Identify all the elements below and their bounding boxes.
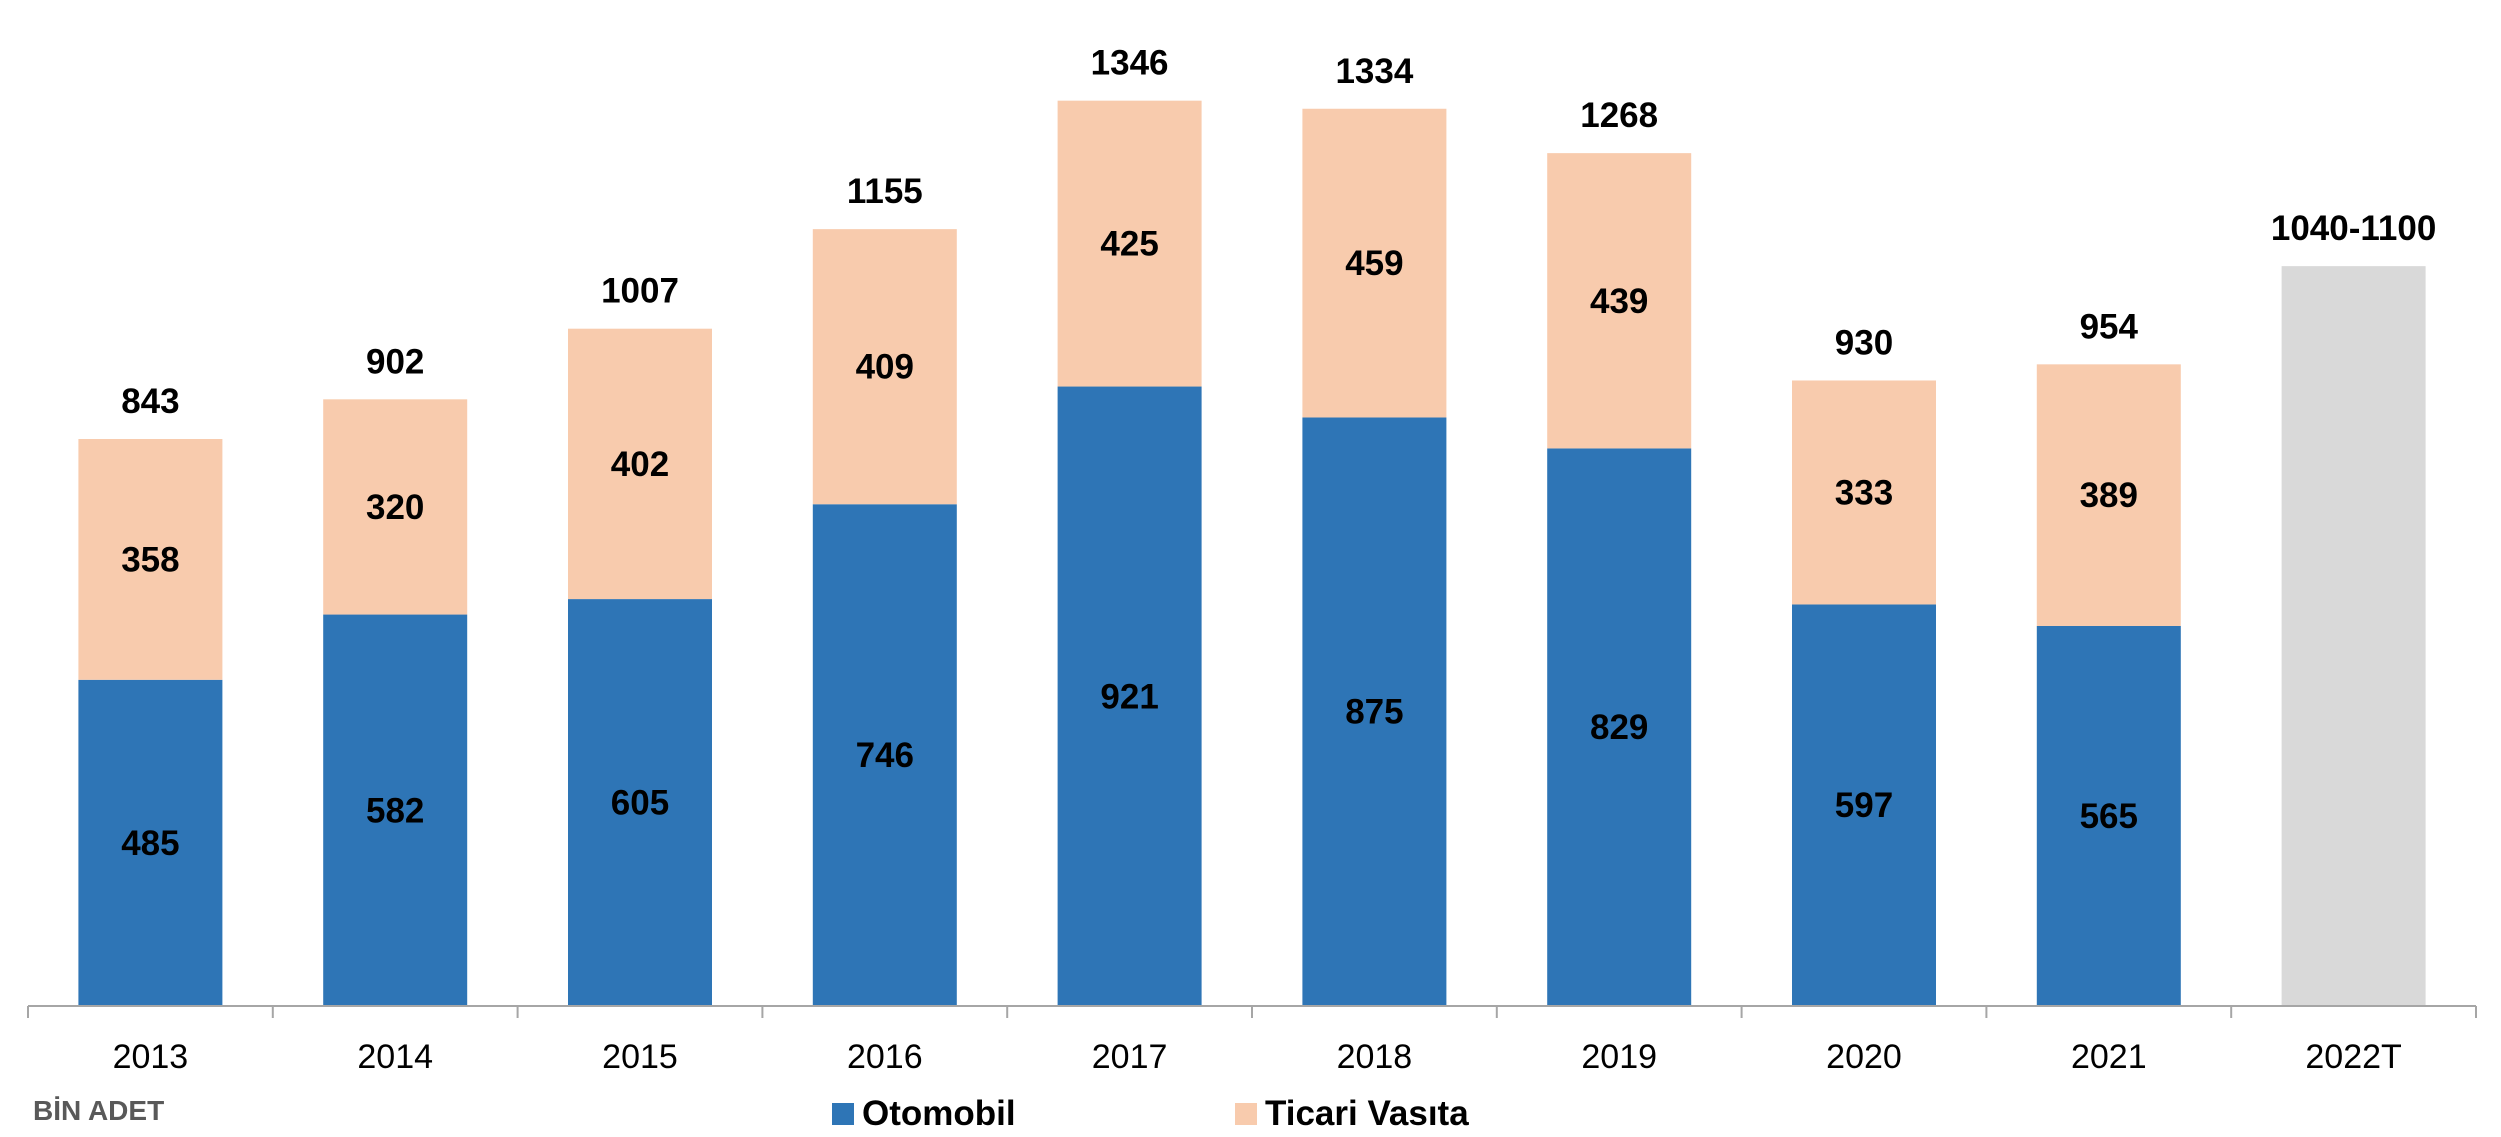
x-tick-label-2016: 2016 [847, 1038, 923, 1076]
bar-otomobil-2015 [568, 599, 712, 1006]
data-label-ticari-vasita-2021: 389 [2080, 476, 2138, 515]
data-label-otomobil-2019: 829 [1590, 708, 1648, 747]
total-label-2015: 1007 [601, 272, 679, 311]
legend-item-ticari-vasita: Ticari Vasıta [1235, 1092, 1469, 1136]
data-label-ticari-vasita-2013: 358 [121, 540, 179, 579]
x-tick-label-2020: 2020 [1826, 1038, 1902, 1076]
bar-otomobil-2013 [78, 679, 223, 1006]
data-label-otomobil-2016: 746 [856, 736, 914, 775]
data-label-ticari-vasita-2017: 425 [1100, 225, 1158, 264]
total-label-2021: 954 [2080, 307, 2139, 346]
data-label-otomobil-2014: 582 [366, 791, 424, 830]
data-label-ticari-vasita-2018: 459 [1345, 244, 1403, 283]
bar-ticari-vasita-2021 [2036, 364, 2181, 626]
bar-ticari-vasita-2018 [1302, 108, 1447, 418]
bar-otomobil-2016 [812, 504, 957, 1006]
x-tick-label-2018: 2018 [1337, 1038, 1413, 1076]
x-tick-label-2015: 2015 [602, 1038, 678, 1076]
bar-ticari-vasita-2019 [1547, 153, 1692, 449]
bars-layer [78, 100, 2426, 1007]
labels-layer: 485 358 843 582 320 902 605 402 1007 746 409 1155 92… [121, 44, 2436, 863]
bar-ticari-vasita-2016 [812, 229, 957, 505]
legend-label-otomobil: Otomobil [862, 1094, 1016, 1133]
x-tick-label-2013: 2013 [113, 1038, 189, 1076]
bar-ticari-vasita-2017 [1057, 100, 1202, 387]
total-label-2019: 1268 [1580, 96, 1658, 135]
unit-label: BİN ADET [33, 1095, 165, 1126]
legend-item-otomobil: Otomobil [832, 1092, 1016, 1136]
x-tick-label-2021: 2021 [2071, 1038, 2147, 1076]
x-tick-label-2019: 2019 [1581, 1038, 1657, 1076]
legend-swatch-ticari-vasita [1235, 1103, 1257, 1125]
total-label-2013: 843 [121, 382, 179, 421]
data-label-otomobil-2015: 605 [611, 784, 669, 823]
data-label-otomobil-2013: 485 [121, 824, 179, 863]
total-label-2018: 1334 [1335, 52, 1413, 91]
data-label-ticari-vasita-2020: 333 [1835, 473, 1893, 512]
bar-ticari-vasita-2013 [78, 438, 223, 680]
x-tick-label-2017: 2017 [1092, 1038, 1168, 1076]
total-label-2017: 1346 [1091, 44, 1169, 83]
legend-swatch-otomobil [832, 1103, 854, 1125]
data-label-otomobil-2020: 597 [1835, 786, 1893, 825]
bar-otomobil-2020 [1792, 604, 1936, 1006]
bar-otomobil-2021 [2036, 625, 2181, 1006]
bar-ticari-vasita-2020 [1792, 380, 1936, 605]
x-tick-label-2022t: 2022T [2305, 1038, 2401, 1076]
bar-otomobil-2014 [323, 614, 468, 1006]
total-label-2016: 1155 [847, 172, 923, 211]
bar-forecast-2022t [2281, 266, 2426, 1006]
data-label-ticari-vasita-2019: 439 [1590, 282, 1648, 321]
legend-label-ticari-vasita: Ticari Vasıta [1265, 1094, 1469, 1133]
data-label-ticari-vasita-2015: 402 [611, 445, 669, 484]
x-axis: 2013 2014 2015 2016 2017 2018 2019 2020 2021 2022… [27, 1005, 2477, 1076]
data-label-otomobil-2018: 875 [1345, 693, 1403, 732]
data-label-ticari-vasita-2014: 320 [366, 488, 424, 527]
data-label-otomobil-2017: 921 [1100, 677, 1158, 716]
total-label-2022t: 1040-1100 [2271, 209, 2436, 248]
bar-otomobil-2018 [1302, 417, 1447, 1007]
x-tick-label-2014: 2014 [357, 1038, 433, 1076]
bar-otomobil-2019 [1547, 448, 1692, 1006]
data-label-ticari-vasita-2016: 409 [856, 348, 914, 387]
total-label-2014: 902 [366, 342, 424, 381]
bar-ticari-vasita-2015 [568, 328, 712, 600]
bar-otomobil-2017 [1057, 386, 1202, 1006]
data-label-otomobil-2021: 565 [2080, 797, 2138, 836]
bar-ticari-vasita-2014 [323, 399, 468, 615]
total-label-2020: 930 [1835, 323, 1893, 362]
